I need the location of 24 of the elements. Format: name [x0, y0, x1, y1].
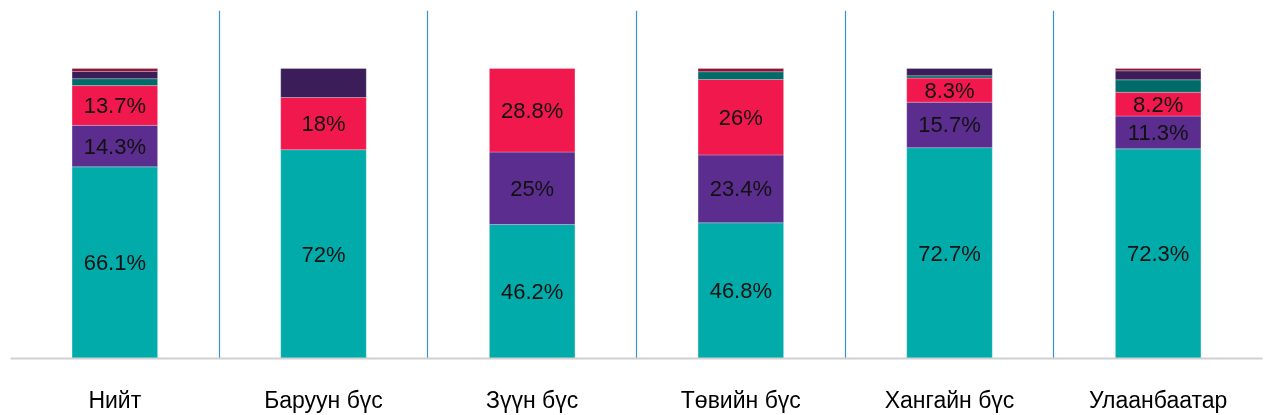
- data-label: 46.8%: [709, 278, 773, 304]
- x-tick-label: Улаанбаатар: [1088, 386, 1228, 413]
- data-label: 8.2%: [1133, 91, 1184, 117]
- data-label: 46.2%: [500, 279, 564, 305]
- x-tick-label: Төвийн бүс: [680, 386, 801, 413]
- data-label: 25%: [510, 175, 555, 201]
- x-tick-label: Зүүн бүс: [486, 386, 579, 413]
- data-label: 28.8%: [500, 97, 564, 123]
- x-tick-label: Хангайн бүс: [884, 386, 1015, 413]
- data-label: 23.4%: [709, 176, 773, 202]
- x-tick-label: Баруун бүс: [264, 386, 383, 413]
- x-tick-label: Нийт: [88, 386, 142, 413]
- data-label: 8.3%: [924, 77, 975, 103]
- data-label: 66.1%: [83, 250, 147, 276]
- data-label: 13.7%: [83, 92, 147, 118]
- bar: [906, 68, 993, 76]
- data-label: 72%: [301, 241, 346, 267]
- data-label: 14.3%: [83, 133, 147, 159]
- data-label: 72.3%: [1126, 241, 1190, 267]
- data-label: 18%: [301, 111, 346, 137]
- data-label: 26%: [718, 104, 763, 130]
- data-label: 72.7%: [918, 240, 981, 266]
- data-label: 11.3%: [1127, 119, 1189, 145]
- data-label: 15.7%: [918, 112, 981, 138]
